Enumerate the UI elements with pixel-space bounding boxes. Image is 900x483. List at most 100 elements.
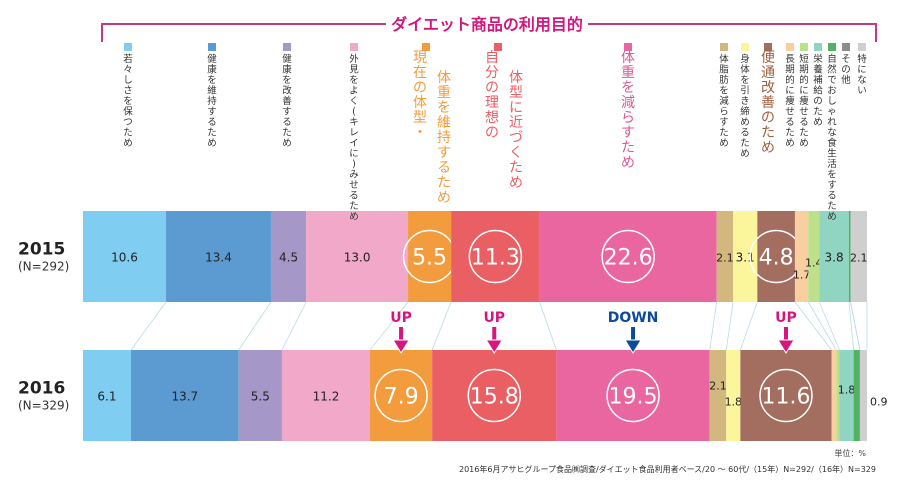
change-label-bowel: UP <box>775 310 797 326</box>
bar-segment-2016-lose_weight <box>556 350 710 441</box>
legend-label-ideal: 体型に近づくため <box>509 70 523 191</box>
data-label: 15.8 <box>470 385 519 410</box>
bar-segment-2015-young <box>83 211 167 302</box>
data-label: 11.2 <box>313 390 340 404</box>
bar-segment-2016-improve_health <box>238 350 282 441</box>
change-arrow-down-icon <box>624 339 642 354</box>
connector-line <box>807 301 837 351</box>
legend-swatch-lose_fat <box>720 43 728 51</box>
data-label: 1.8 <box>838 384 856 397</box>
bar-segment-2016-maintain <box>370 350 433 441</box>
bar-segment-2016-keep_health <box>130 350 239 441</box>
legend-swatch-long_term <box>786 43 794 51</box>
bar-segment-2016-long_term <box>831 350 837 441</box>
legend-label-tone: 身体を引き締めるため <box>740 53 750 160</box>
legend-label-appearance: 外見をよく(キレイに)みせるため <box>349 53 359 223</box>
value-circle <box>606 368 660 423</box>
data-label: 0.9 <box>870 396 888 409</box>
data-label: 6.1 <box>97 390 116 404</box>
bar-segment-2015-tone <box>733 211 758 302</box>
data-label: 5.5 <box>251 390 270 404</box>
bar-segment-2015-ideal <box>451 211 540 302</box>
legend-swatch-nutrition <box>814 43 822 51</box>
bar-segment-2016-ideal <box>432 350 557 441</box>
legend-label-none: 特にない <box>857 53 867 97</box>
title-bracket <box>101 23 877 42</box>
value-circle <box>468 229 523 284</box>
connector-line <box>238 301 272 351</box>
bar-segment-2015-maintain <box>408 211 452 302</box>
data-label: 1.7 <box>793 269 811 282</box>
change-arrow-up-icon <box>485 339 504 354</box>
bar-segment-2015-lose_fat <box>716 211 734 302</box>
data-label: 4.5 <box>279 251 298 265</box>
change-arrow-shaft <box>399 327 404 341</box>
connector-line <box>369 301 409 351</box>
legend-swatch-improve_health <box>283 43 291 51</box>
connector-line <box>794 301 832 351</box>
data-label: 3.8 <box>825 251 844 265</box>
data-label: 11.6 <box>762 385 811 410</box>
data-label: 7.9 <box>384 385 419 410</box>
legend-swatch-short_term <box>800 43 808 51</box>
legend-swatch-ideal <box>494 43 502 51</box>
legend-label-lose_weight: 体重を減らすため <box>621 50 635 171</box>
legend-label-other: その他 <box>841 54 851 86</box>
bar-segment-2016-short_term <box>836 350 840 441</box>
bar-segment-2015-lose_weight <box>539 211 717 302</box>
data-label: 5.5 <box>412 246 447 271</box>
bar-segment-2016-appearance <box>281 350 371 441</box>
unit-label: 単位：% <box>834 448 866 458</box>
bar-segment-2015-bowel <box>757 211 795 302</box>
legend-label-young: 若々しさを保つため <box>123 53 133 149</box>
bar-segment-2016-stylish <box>853 350 860 441</box>
data-label: 2.1 <box>850 252 868 265</box>
bar-segment-2015-keep_health <box>166 211 271 302</box>
bar-segment-2016-lose_fat <box>709 350 727 441</box>
bar-segment-2016-nutrition <box>839 350 854 441</box>
bar-segment-2016-tone <box>726 350 741 441</box>
legend-label-nutrition: 栄養補給のため <box>813 53 823 128</box>
source-note: 2016年6月アサヒグループ食品㈱調査/ダイエット食品利用者ベース/20 ～ 6… <box>459 464 876 474</box>
data-label: 13.7 <box>171 390 198 404</box>
chart-title: ダイエット商品の利用目的 <box>391 15 583 34</box>
data-label: 1.4 <box>805 257 823 270</box>
bar-segment-2016-none <box>859 350 867 441</box>
bar-segment-2015-appearance <box>306 211 409 302</box>
data-label: 19.5 <box>609 385 658 410</box>
data-label: 10.6 <box>111 251 138 265</box>
legend-swatch-keep_health <box>208 43 216 51</box>
legend-swatch-stylish <box>828 43 836 51</box>
legend-label-ideal: 自分の理想の <box>485 50 499 141</box>
data-label: 1.8 <box>725 396 743 409</box>
legend-label-stylish: 自然でおしゃれな食生活をするため <box>827 53 837 223</box>
connector-line <box>431 301 452 351</box>
bar-segment-2015-short_term <box>808 211 820 302</box>
bar-segment-2015-none <box>850 211 867 302</box>
legend-label-lose_fat: 体脂肪を減らすため <box>719 53 729 149</box>
row-label-year: 2016 <box>18 379 65 399</box>
bar-segment-2015-nutrition <box>819 211 849 302</box>
legend-swatch-none <box>858 43 866 51</box>
row-label-n: (N=292) <box>18 260 69 274</box>
legend-label-improve_health: 健康を改善するため <box>282 53 292 149</box>
connector-line <box>539 301 557 351</box>
bar-segment-2016-bowel <box>740 350 832 441</box>
connector-line <box>725 301 734 351</box>
data-label: 2.1 <box>716 252 734 265</box>
value-circle <box>374 368 428 423</box>
change-arrow-up-icon <box>392 339 410 354</box>
connector-line <box>130 301 167 351</box>
bar-segment-2015-long_term <box>794 211 809 302</box>
value-circle <box>467 368 522 423</box>
legend-swatch-maintain <box>422 43 430 51</box>
change-arrow-shaft <box>631 327 636 341</box>
legend-swatch-tone <box>741 43 749 51</box>
row-label-n: (N=329) <box>18 399 69 413</box>
change-label-maintain: UP <box>390 310 412 326</box>
legend-swatch-bowel <box>764 43 772 51</box>
connector-line <box>740 301 758 351</box>
connector-line <box>281 301 307 351</box>
legend-label-maintain: 現在の体型・ <box>413 50 427 141</box>
